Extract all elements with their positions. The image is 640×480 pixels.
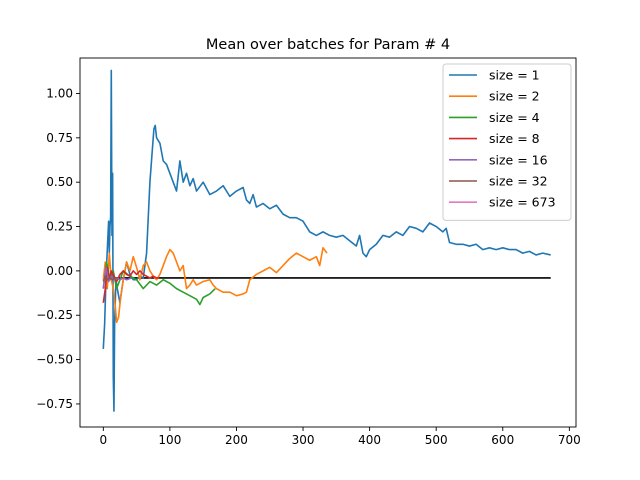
legend-label: size = 1 xyxy=(489,68,540,83)
legend-label: size = 673 xyxy=(489,195,556,210)
plot-area: 0 100 200 300 400 500 600 700 −0.75 −0.50 −0.25 0.0… xyxy=(36,57,581,447)
x-tick-label: 200 xyxy=(225,433,248,447)
y-tick-label: 0.00 xyxy=(46,264,73,278)
x-tick-label: 500 xyxy=(425,433,448,447)
y-tick-label: −0.25 xyxy=(36,308,73,322)
y-tick-label: 0.75 xyxy=(46,131,73,145)
x-tick-label: 600 xyxy=(491,433,514,447)
series-line-2 xyxy=(102,247,328,324)
x-tick-label: 100 xyxy=(158,433,181,447)
legend: size = 1 size = 2 size = 4 size = 8 size = 1… xyxy=(442,63,572,221)
x-tick-label: 700 xyxy=(558,433,581,447)
legend-label: size = 32 xyxy=(489,174,548,189)
chart-title: Mean over batches for Param # 4 xyxy=(206,37,450,53)
legend-label: size = 4 xyxy=(489,110,540,125)
y-tick-label: −0.50 xyxy=(36,353,73,367)
y-tick-label: 0.50 xyxy=(46,175,73,189)
series-line-6 xyxy=(102,275,118,282)
legend-label: size = 8 xyxy=(489,131,540,146)
legend-label: size = 16 xyxy=(489,152,548,167)
y-tick-label: 0.25 xyxy=(46,220,73,234)
axes-frame xyxy=(79,57,577,428)
legend-label: size = 2 xyxy=(489,89,540,104)
x-tick-label: 0 xyxy=(99,433,107,447)
x-tick-label: 400 xyxy=(358,433,381,447)
x-tick-label: 300 xyxy=(292,433,315,447)
y-tick-label: 1.00 xyxy=(46,86,73,100)
y-tick-label: −0.75 xyxy=(36,397,73,411)
